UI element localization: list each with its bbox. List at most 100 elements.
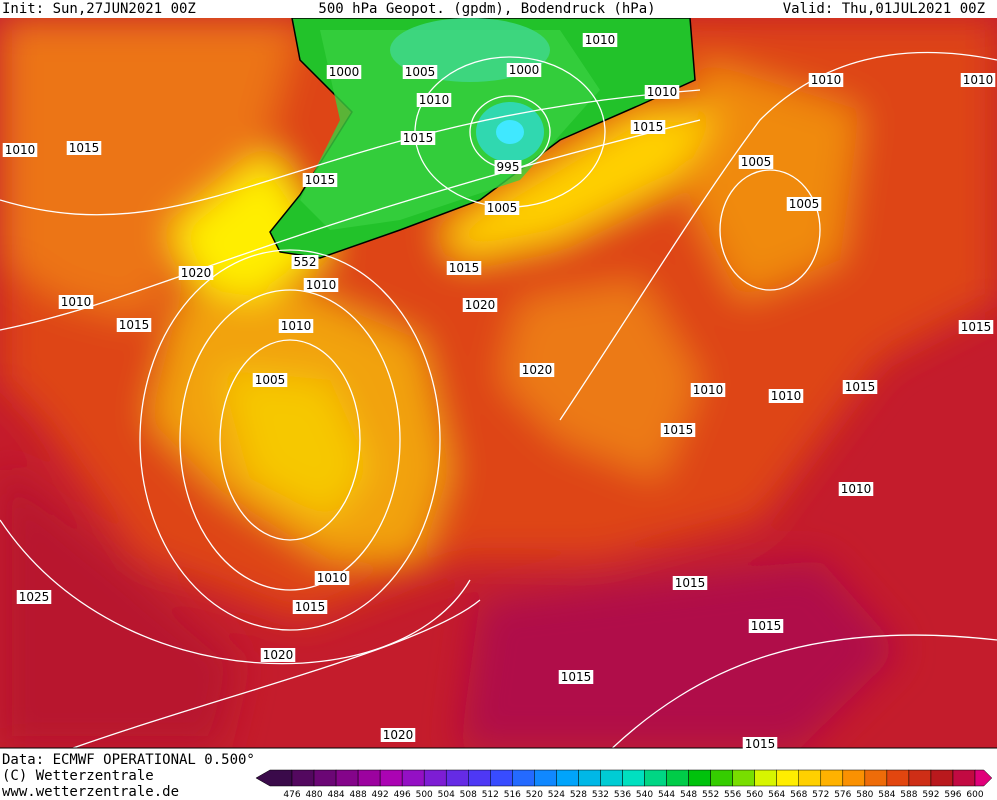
isobar-label-box (690, 383, 726, 397)
isobar-label: 1015 (119, 318, 150, 332)
isobar-label: 1010 (5, 143, 36, 157)
colorbar-label: 588 (900, 790, 917, 800)
low-center (496, 120, 524, 144)
colorbar-label: 580 (856, 790, 873, 800)
colorbar-cell (842, 769, 866, 787)
isobar-label-box (178, 266, 214, 280)
colorbar-label: 596 (944, 790, 961, 800)
colorbar-label: 524 (548, 790, 565, 800)
isobar-label-box (958, 320, 994, 334)
isobar-label: 1015 (449, 261, 480, 275)
isobar-label-box (506, 63, 542, 77)
colorbar-label: 560 (746, 790, 763, 800)
isobar-label-box (292, 600, 328, 614)
isobar-label: 1020 (263, 648, 294, 662)
colorbar-end-high (974, 769, 993, 787)
isobar-label: 1005 (487, 201, 518, 215)
isobar-label: 1010 (281, 319, 312, 333)
website: www.wetterzentrale.de (2, 784, 179, 800)
isobars (0, 51, 997, 748)
isobar-label: 1010 (841, 482, 872, 496)
colorbar-label: 576 (834, 790, 851, 800)
colorbar-cell (490, 769, 513, 787)
isobar-label: 1010 (585, 33, 616, 47)
isobar-label-box (462, 298, 498, 312)
colorbar-end-low (255, 769, 293, 787)
isobar-label: 1010 (647, 85, 678, 99)
isobar-label-box (302, 173, 338, 187)
isobar-label: 1005 (789, 197, 820, 211)
isobar-label-box (519, 363, 555, 377)
isobar-label: 1010 (419, 93, 450, 107)
isobar-label-box (400, 131, 436, 145)
isobar-label: 1005 (405, 65, 436, 79)
colorbar-cell (401, 769, 425, 787)
colorbar-cell (644, 769, 667, 787)
colorbar-label: 532 (592, 790, 609, 800)
colorbar-cell (379, 769, 403, 787)
isobar-label-box (838, 482, 874, 496)
isobar-label-box (558, 670, 594, 684)
colorbar-cell (445, 769, 469, 787)
isobar-label-box (484, 201, 520, 215)
isobar-label: 552 (294, 255, 317, 269)
isobar-label-box (416, 93, 452, 107)
isobar-label-box (58, 295, 94, 309)
colorbar-label: 508 (460, 790, 477, 800)
valid-time: Valid: Thu,01JUL2021 00Z (783, 1, 985, 17)
isobar-label: 1020 (522, 363, 553, 377)
isobar-label: 1015 (845, 380, 876, 394)
isobar-label: 1010 (306, 278, 337, 292)
colorbar-label: 484 (327, 790, 344, 800)
colorbar-cell (930, 769, 954, 787)
isobar-label: 1020 (465, 298, 496, 312)
init-time: Init: Sun,27JUN2021 00Z (2, 1, 196, 17)
colorbar-cell (688, 769, 711, 787)
isobar-label-box (116, 318, 152, 332)
isobar-label-box (326, 65, 362, 79)
isobar-label-box (66, 141, 102, 155)
colorbar-cell (908, 769, 932, 787)
isobar-label: 1015 (403, 131, 434, 145)
colorbar-label: 516 (504, 790, 521, 800)
isobar-label-box (582, 33, 618, 47)
isobar-label: 1000 (509, 63, 540, 77)
isobar-label: 1005 (255, 373, 286, 387)
colorbar-label: 488 (350, 790, 367, 800)
colorbar-cell (357, 769, 381, 787)
copyright: (C) Wetterzentrale (2, 768, 154, 784)
isobar-label: 1015 (745, 737, 776, 751)
colorbar-cell (512, 769, 535, 787)
colorbar-cell (952, 769, 976, 787)
field-shading (0, 18, 997, 748)
colorbar-label: 536 (614, 790, 631, 800)
isobar-label-box (842, 380, 878, 394)
isobar-label-box (742, 737, 778, 751)
colorbar-cell (864, 769, 888, 787)
isobar-label-box (278, 319, 314, 333)
colorbar-label: 476 (283, 790, 300, 800)
colorbar-label: 520 (526, 790, 543, 800)
isobar-label-box (402, 65, 438, 79)
colorbar-label: 512 (482, 790, 499, 800)
isobar-label: 1010 (771, 389, 802, 403)
isobar-label: 1015 (675, 576, 706, 590)
colorbar-cell (556, 769, 579, 787)
colorbar-label: 496 (394, 790, 411, 800)
isobar-label: 1015 (663, 423, 694, 437)
isobar-label-box (291, 255, 319, 269)
colorbar-label: 568 (790, 790, 807, 800)
colorbar-label: 556 (724, 790, 741, 800)
isobar-label: 1020 (181, 266, 212, 280)
colorbar-label: 540 (636, 790, 653, 800)
isobar-label-box (660, 423, 696, 437)
colorbar-cell (423, 769, 447, 787)
isobar-label-box (630, 120, 666, 134)
colorbar-cell (534, 769, 557, 787)
isobar-label-box (2, 143, 38, 157)
isobar-label-box (16, 590, 52, 604)
isobar-label-box (380, 728, 416, 742)
isobar-label-box (960, 73, 996, 87)
colorbar-cell (710, 769, 733, 787)
colorbar-cell (600, 769, 623, 787)
